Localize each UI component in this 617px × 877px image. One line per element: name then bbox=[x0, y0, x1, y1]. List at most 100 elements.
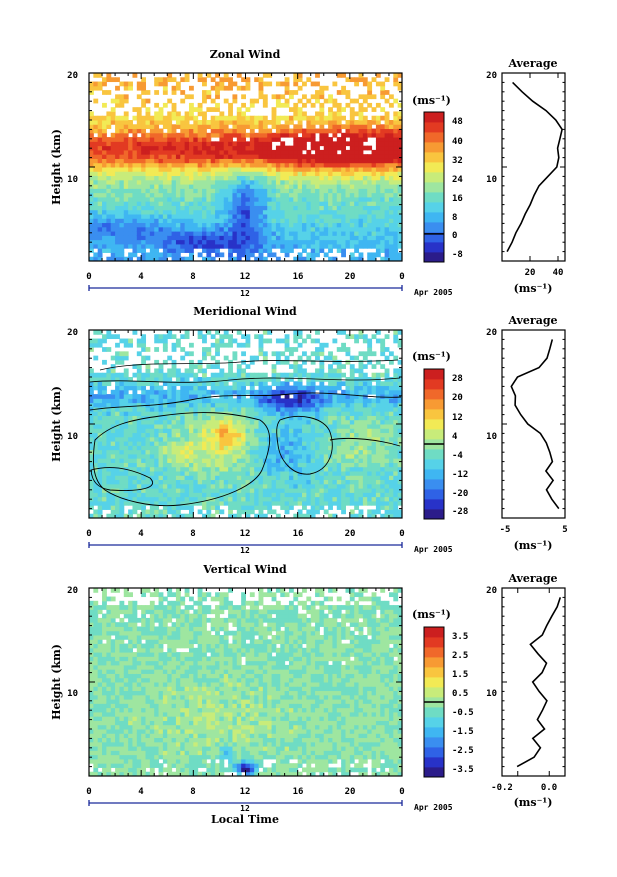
heatmap-cell bbox=[219, 201, 224, 206]
heatmap-cell bbox=[111, 210, 116, 215]
heatmap-cell bbox=[219, 428, 224, 433]
heatmap-cell bbox=[250, 454, 255, 459]
heatmap-cell bbox=[176, 462, 181, 467]
heatmap-cell bbox=[180, 244, 185, 249]
heatmap-cell bbox=[372, 223, 377, 228]
heatmap-cell bbox=[332, 394, 337, 399]
heatmap-cell bbox=[341, 154, 346, 159]
heatmap-cell bbox=[289, 386, 294, 391]
heatmap-cell bbox=[315, 252, 320, 257]
heatmap-cell bbox=[293, 497, 298, 502]
heatmap-cell bbox=[219, 227, 224, 232]
heatmap-cell bbox=[189, 180, 194, 185]
heatmap-cell bbox=[124, 471, 129, 476]
heatmap-cell bbox=[176, 420, 181, 425]
heatmap-cell bbox=[111, 394, 116, 399]
heatmap-cell bbox=[224, 424, 229, 429]
heatmap-cell bbox=[332, 381, 337, 386]
heatmap-cell bbox=[332, 235, 337, 240]
heatmap-cell bbox=[224, 214, 229, 219]
heatmap-cell bbox=[272, 467, 277, 472]
heatmap-cell bbox=[163, 150, 168, 155]
heatmap-cell bbox=[276, 484, 281, 489]
heatmap-cell bbox=[93, 433, 98, 438]
heatmap-cell bbox=[137, 437, 142, 442]
heatmap-cell bbox=[172, 484, 177, 489]
heatmap-cell bbox=[159, 420, 164, 425]
heatmap-cell bbox=[341, 475, 346, 480]
heatmap-cell bbox=[202, 116, 207, 121]
heatmap-cell bbox=[202, 163, 207, 168]
heatmap-cell bbox=[345, 176, 350, 181]
heatmap-cell bbox=[259, 116, 264, 121]
heatmap-cell bbox=[241, 171, 246, 176]
colorbar-swatch bbox=[424, 212, 444, 222]
heatmap-cell bbox=[293, 205, 298, 210]
heatmap-cell bbox=[324, 240, 329, 245]
heatmap-cell bbox=[254, 99, 259, 104]
heatmap-cell bbox=[293, 347, 298, 352]
heatmap-cell bbox=[89, 394, 94, 399]
heatmap-cell bbox=[293, 137, 298, 142]
heatmap-cell bbox=[237, 184, 242, 189]
colorbar-swatch bbox=[424, 162, 444, 172]
heatmap-cell bbox=[332, 227, 337, 232]
heatmap-cell bbox=[232, 492, 237, 497]
heatmap-cell bbox=[345, 492, 350, 497]
heatmap-cell bbox=[185, 227, 190, 232]
heatmap-cell bbox=[211, 214, 216, 219]
heatmap-cell bbox=[176, 171, 181, 176]
heatmap-cell bbox=[289, 218, 294, 223]
heatmap-cell bbox=[172, 407, 177, 412]
heatmap-cell bbox=[111, 390, 116, 395]
heatmap-cell bbox=[367, 158, 372, 163]
heatmap-cell bbox=[332, 467, 337, 472]
heatmap-cell bbox=[119, 373, 124, 378]
heatmap-cell bbox=[272, 471, 277, 476]
heatmap-cell bbox=[211, 484, 216, 489]
heatmap-cell bbox=[189, 368, 194, 373]
heatmap-cell bbox=[376, 137, 381, 142]
heatmap-cell bbox=[115, 381, 120, 386]
heatmap-cell bbox=[185, 193, 190, 198]
heatmap-cell bbox=[285, 248, 290, 253]
heatmap-cell bbox=[141, 398, 146, 403]
heatmap-cell bbox=[180, 133, 185, 138]
heatmap-cell bbox=[315, 458, 320, 463]
heatmap-cell bbox=[215, 107, 220, 112]
heatmap-cell bbox=[267, 488, 272, 493]
heatmap-cell bbox=[293, 235, 298, 240]
heatmap-cell bbox=[128, 235, 133, 240]
heatmap-cell bbox=[359, 120, 364, 125]
heatmap-cell bbox=[128, 343, 133, 348]
heatmap-cell bbox=[237, 480, 242, 485]
heatmap-cell bbox=[128, 437, 133, 442]
heatmap-cell bbox=[159, 218, 164, 223]
heatmap-cell bbox=[128, 154, 133, 159]
heatmap-cell bbox=[276, 124, 281, 129]
heatmap-cell bbox=[167, 141, 172, 146]
heatmap-cell bbox=[89, 492, 94, 497]
heatmap-cell bbox=[124, 124, 129, 129]
heatmap-cell bbox=[189, 94, 194, 99]
heatmap-cell bbox=[172, 86, 177, 91]
heatmap-cell bbox=[137, 146, 142, 151]
heatmap-cell bbox=[198, 201, 203, 206]
heatmap-cell bbox=[276, 146, 281, 151]
heatmap-cell bbox=[324, 373, 329, 378]
heatmap-cell bbox=[324, 343, 329, 348]
heatmap-cell bbox=[289, 154, 294, 159]
heatmap-cell bbox=[137, 467, 142, 472]
heatmap-cell bbox=[198, 231, 203, 236]
heatmap-cell bbox=[237, 403, 242, 408]
heatmap-cell bbox=[198, 424, 203, 429]
heatmap-cell bbox=[232, 373, 237, 378]
heatmap-cell bbox=[98, 150, 103, 155]
heatmap-cell bbox=[298, 146, 303, 151]
heatmap-cell bbox=[367, 218, 372, 223]
heatmap-cell bbox=[224, 441, 229, 446]
heatmap-cell bbox=[111, 252, 116, 257]
heatmap-cell bbox=[298, 377, 303, 382]
heatmap-cell bbox=[172, 167, 177, 172]
heatmap-cell bbox=[163, 188, 168, 193]
